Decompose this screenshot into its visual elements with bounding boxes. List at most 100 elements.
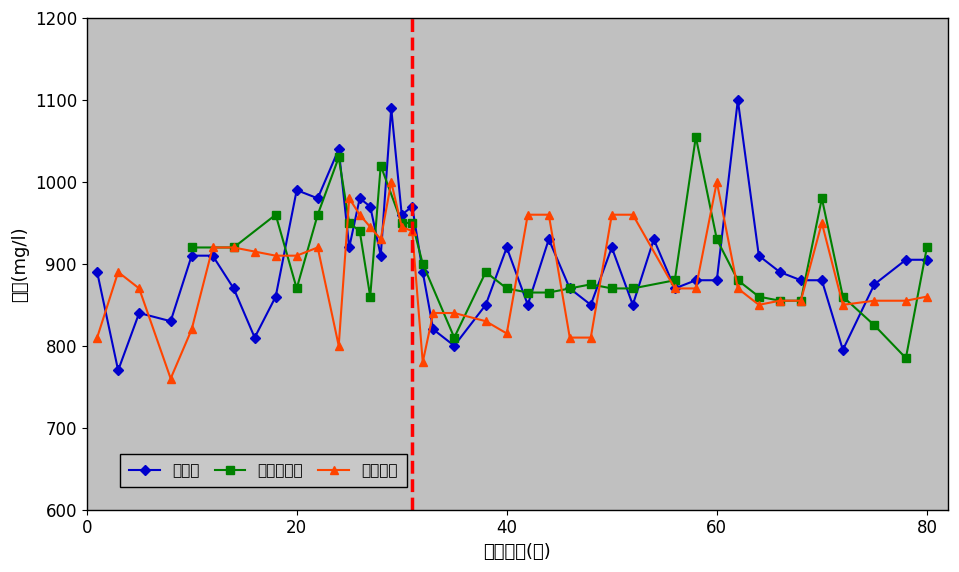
간햗폭기조	[396, 220, 408, 227]
간햗폭기조	[922, 244, 933, 251]
무산소조	[543, 211, 554, 218]
무산소조	[407, 228, 418, 235]
간햗폭기조	[585, 281, 596, 288]
호기조	[480, 301, 492, 308]
간햗폭기조	[774, 297, 785, 304]
호기조	[207, 252, 219, 259]
호기조	[133, 309, 145, 316]
간햗폭기조	[291, 285, 302, 292]
무산소조	[522, 211, 533, 218]
간햗폭기조	[312, 211, 323, 218]
무산소조	[91, 334, 103, 341]
호기조	[165, 318, 176, 325]
호기조	[711, 277, 722, 284]
무산소조	[669, 285, 681, 292]
호기조	[91, 269, 103, 276]
무산소조	[606, 211, 618, 218]
간햗폭기조	[417, 260, 429, 267]
호기조	[501, 244, 512, 251]
호기조	[396, 211, 408, 218]
무산소조	[901, 297, 912, 304]
Line: 호기조: 호기조	[94, 97, 930, 374]
간햗폭기조	[837, 293, 849, 300]
간햗폭기조	[732, 277, 743, 284]
간햗폭기조	[543, 289, 554, 296]
호기조	[837, 347, 849, 353]
호기조	[564, 285, 575, 292]
호기조	[922, 256, 933, 263]
무산소조	[564, 334, 575, 341]
호기조	[312, 195, 323, 202]
무산소조	[627, 211, 639, 218]
무산소조	[922, 293, 933, 300]
호기조	[627, 301, 639, 308]
호기조	[291, 186, 302, 193]
호기조	[375, 252, 386, 259]
호기조	[269, 293, 281, 300]
무산소조	[711, 178, 722, 185]
간햗폭기조	[711, 236, 722, 243]
간햗폭기조	[901, 355, 912, 362]
무산소조	[375, 236, 386, 243]
간햗폭기조	[480, 269, 492, 276]
호기조	[869, 281, 880, 288]
간햗폭기조	[690, 133, 702, 140]
무산소조	[364, 224, 376, 231]
간햗폭기조	[869, 322, 880, 329]
무산소조	[133, 285, 145, 292]
무산소조	[112, 269, 124, 276]
호기조	[669, 285, 681, 292]
호기조	[186, 252, 198, 259]
무산소조	[207, 244, 219, 251]
X-axis label: 경과시간(일): 경과시간(일)	[483, 543, 551, 561]
간햗폭기조	[228, 244, 240, 251]
호기조	[648, 236, 660, 243]
호기조	[112, 367, 124, 374]
무산소조	[186, 326, 198, 333]
Legend: 호기조, 간햗폭기조, 무산소조: 호기조, 간햗폭기조, 무산소조	[120, 454, 407, 487]
간햗폭기조	[449, 334, 460, 341]
무산소조	[732, 285, 743, 292]
무산소조	[165, 375, 176, 382]
무산소조	[774, 297, 785, 304]
Y-axis label: 농도(mg/l): 농도(mg/l)	[12, 226, 29, 301]
무산소조	[417, 359, 429, 366]
무산소조	[396, 224, 408, 231]
무산소조	[585, 334, 596, 341]
호기조	[753, 252, 764, 259]
무산소조	[228, 244, 240, 251]
무산소조	[816, 220, 828, 227]
호기조	[249, 334, 261, 341]
호기조	[585, 301, 596, 308]
무산소조	[795, 297, 807, 304]
호기조	[428, 326, 439, 333]
무산소조	[428, 309, 439, 316]
간햗폭기조	[364, 293, 376, 300]
호기조	[732, 97, 743, 104]
호기조	[774, 269, 785, 276]
간햗폭기조	[522, 289, 533, 296]
호기조	[606, 244, 618, 251]
무산소조	[386, 178, 397, 185]
무산소조	[480, 318, 492, 325]
간햗폭기조	[354, 228, 365, 235]
무산소조	[449, 309, 460, 316]
호기조	[333, 146, 344, 153]
무산소조	[291, 252, 302, 259]
호기조	[228, 285, 240, 292]
호기조	[543, 236, 554, 243]
간햗폭기조	[627, 285, 639, 292]
무산소조	[501, 330, 512, 337]
무산소조	[690, 285, 702, 292]
간햗폭기조	[343, 220, 355, 227]
무산소조	[249, 248, 261, 255]
호기조	[690, 277, 702, 284]
간햗폭기조	[606, 285, 618, 292]
호기조	[364, 203, 376, 210]
간햗폭기조	[375, 162, 386, 169]
호기조	[386, 105, 397, 112]
간햗폭기조	[407, 220, 418, 227]
호기조	[343, 244, 355, 251]
간햗폭기조	[669, 277, 681, 284]
무산소조	[312, 244, 323, 251]
